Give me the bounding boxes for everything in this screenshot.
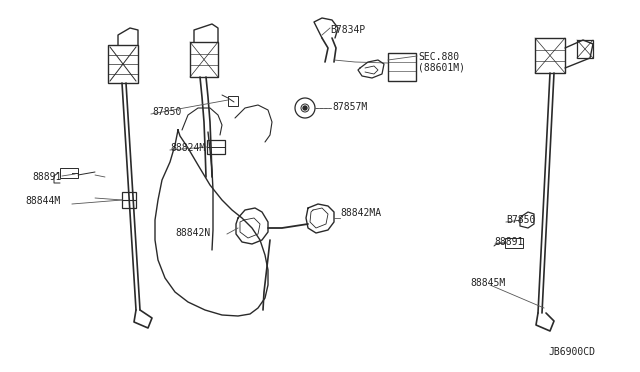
Bar [122,192,136,208]
Text: JB6900CD: JB6900CD [548,347,595,357]
Text: B7850: B7850 [506,215,536,225]
Text: 88842MA: 88842MA [340,208,381,218]
Text: 88842N: 88842N [175,228,211,238]
Text: 88891: 88891 [32,172,61,182]
Bar [190,42,218,77]
Bar [577,40,593,58]
Bar [108,45,138,83]
Bar [228,96,238,106]
Bar [505,238,523,248]
Bar [207,140,225,154]
Bar [60,168,78,178]
Text: 88824M: 88824M [170,143,205,153]
Bar [388,53,416,81]
Text: (88601M): (88601M) [418,62,465,72]
Text: 87857M: 87857M [332,102,367,112]
Text: 88844M: 88844M [25,196,60,206]
Text: SEC.880: SEC.880 [418,52,459,62]
Text: 87850: 87850 [152,107,181,117]
Text: B7834P: B7834P [330,25,365,35]
Text: 88845M: 88845M [470,278,505,288]
Text: 88891: 88891 [494,237,524,247]
Bar [535,38,565,73]
Circle shape [303,106,307,110]
